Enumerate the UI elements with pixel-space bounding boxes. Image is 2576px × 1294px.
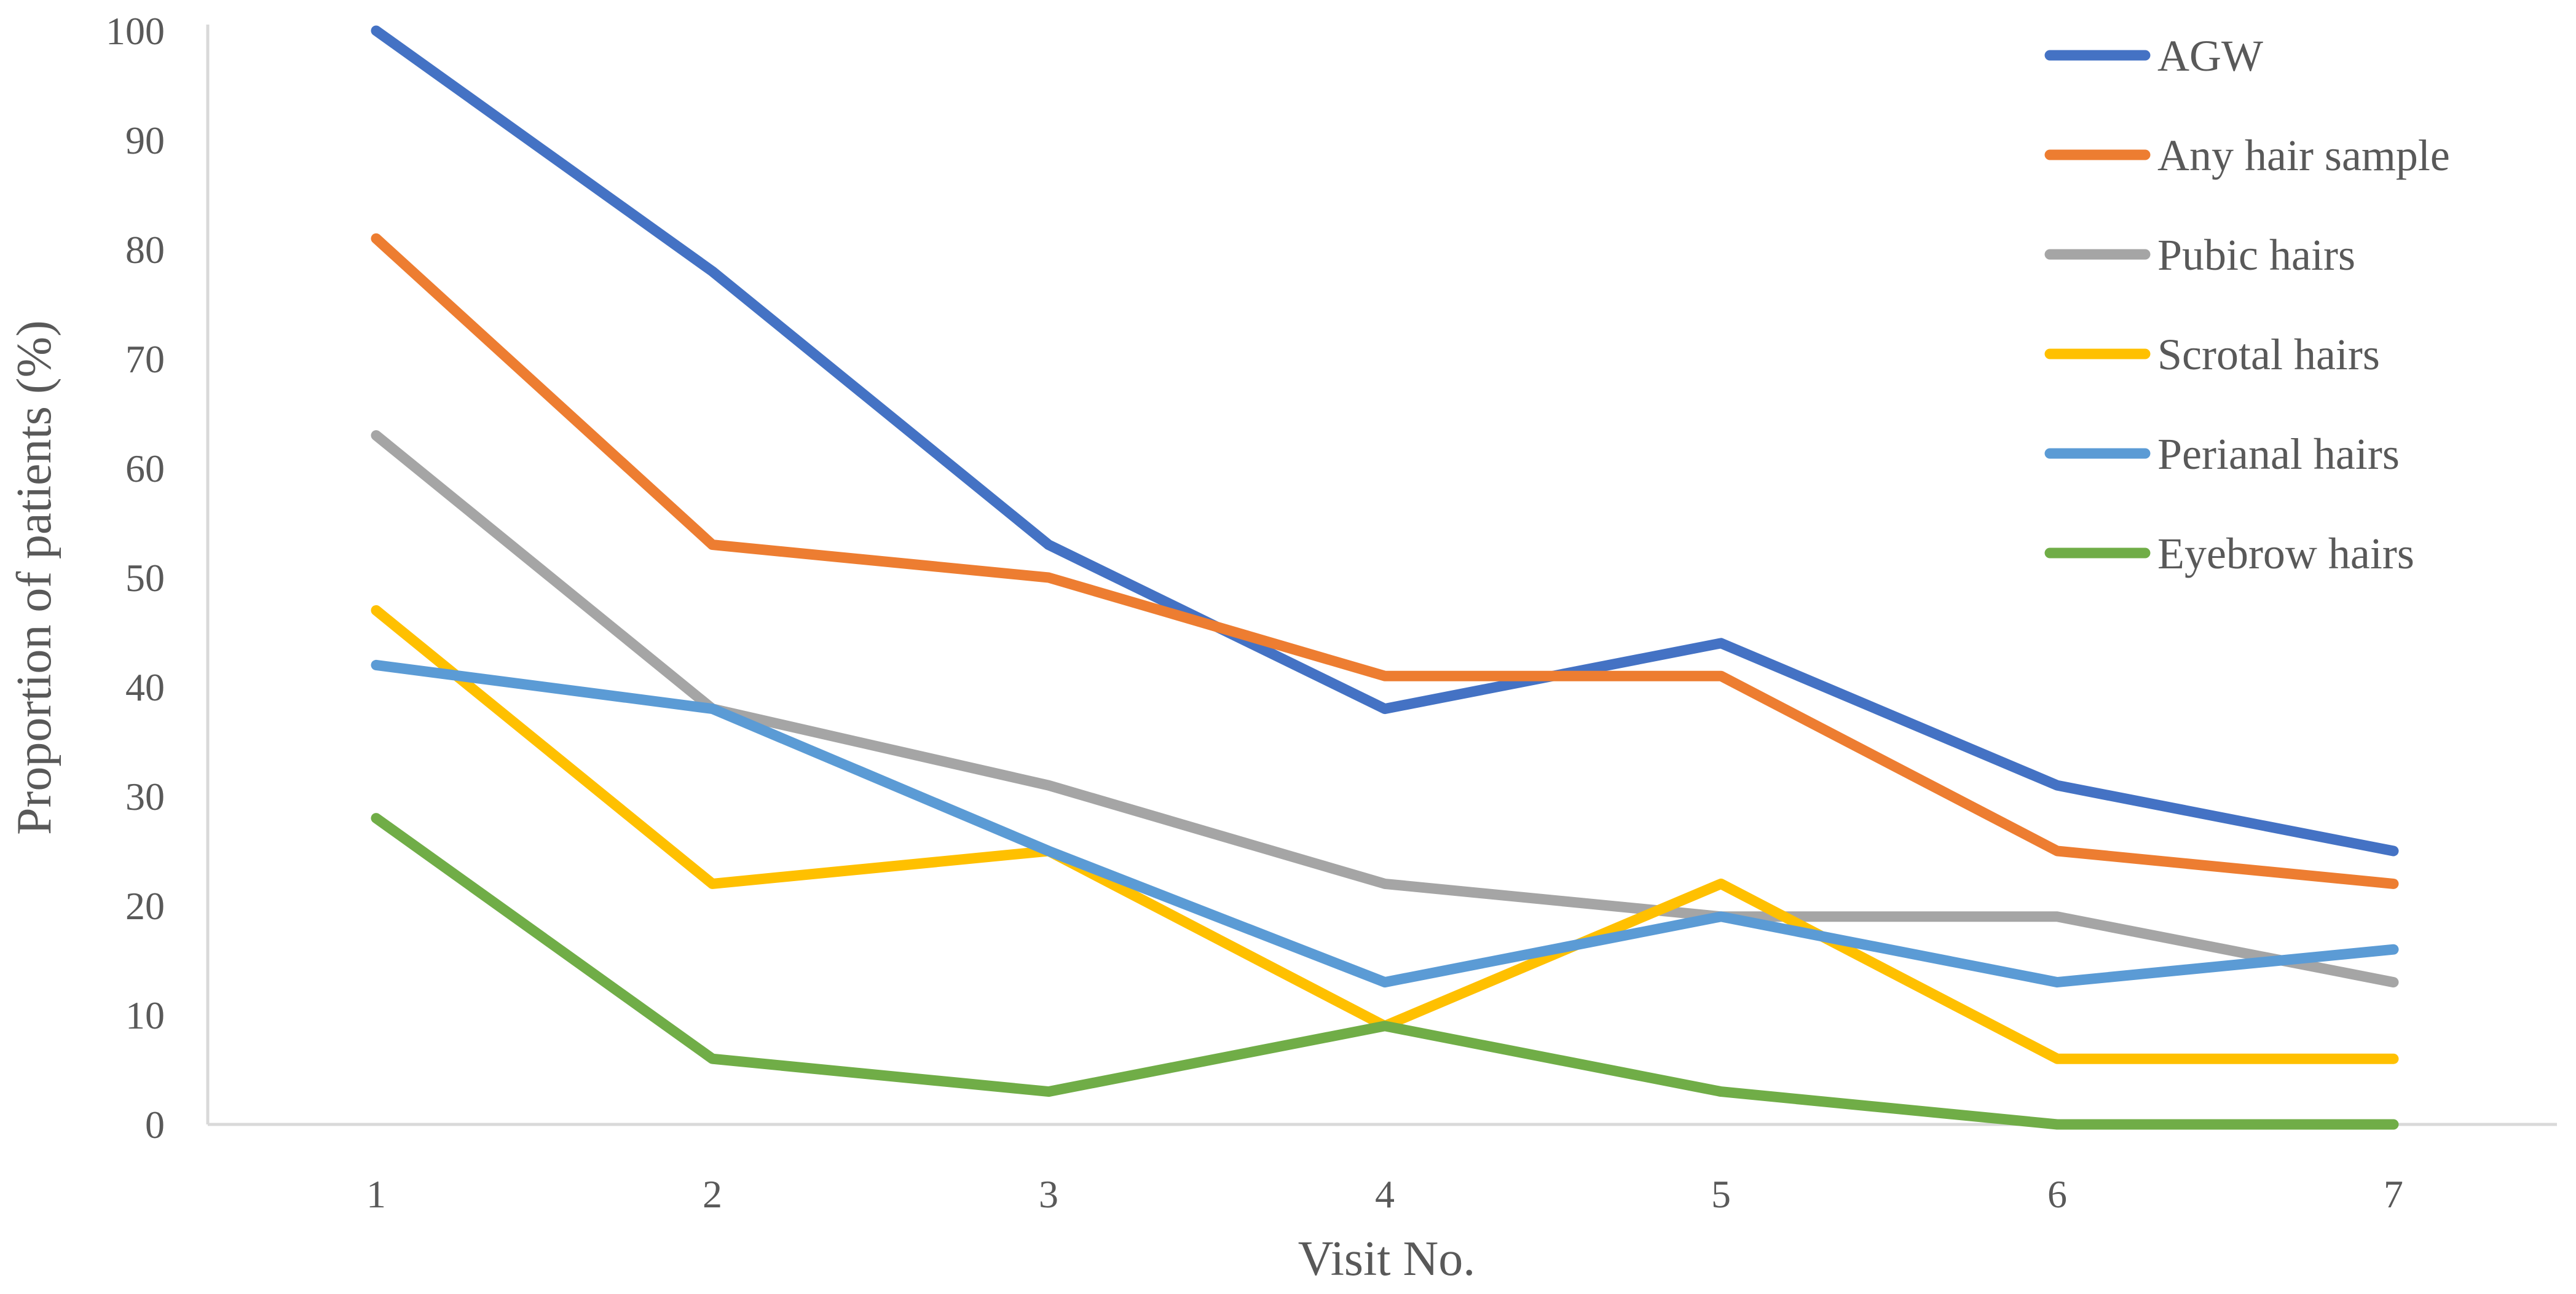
y-tick-label: 10: [125, 994, 165, 1037]
y-tick-label: 60: [125, 447, 165, 490]
series-line-4: [371, 659, 2399, 988]
series-line-5: [371, 813, 2399, 1130]
y-tick-label: 0: [145, 1103, 165, 1147]
legend-label-1: Any hair sample: [2157, 131, 2450, 180]
legend-label-4: Perianal hairs: [2157, 429, 2400, 479]
y-tick-label: 100: [106, 9, 165, 53]
y-tick-label: 20: [125, 884, 165, 928]
x-tick-label: 6: [2047, 1172, 2067, 1216]
x-tick-label: 7: [2384, 1172, 2403, 1216]
legend-label-0: AGW: [2157, 31, 2263, 80]
x-axis-title: Visit No.: [1298, 1232, 1476, 1286]
legend-label-3: Scrotal hairs: [2157, 330, 2380, 379]
y-tick-label: 90: [125, 119, 165, 162]
y-axis-title: Proportion of patients (%): [7, 320, 61, 835]
legend-label-5: Eyebrow hairs: [2157, 529, 2414, 578]
y-tick-label: 30: [125, 775, 165, 818]
series-line-1: [371, 233, 2399, 889]
y-tick-label: 80: [125, 228, 165, 272]
x-tick-label: 5: [1711, 1172, 1731, 1216]
series-lines: [371, 25, 2399, 1130]
y-axis-ticks: 0 10 20 30 40 50 60 70 80 90 100: [106, 9, 165, 1147]
legend-label-2: Pubic hairs: [2157, 230, 2355, 280]
y-tick-label: 70: [125, 337, 165, 381]
x-tick-label: 4: [1375, 1172, 1395, 1216]
x-tick-label: 3: [1039, 1172, 1058, 1216]
legend: AGW Any hair sample Pubic hairs Scrotal hai…: [2044, 31, 2450, 578]
y-tick-label: 40: [125, 665, 165, 709]
x-tick-label: 2: [703, 1172, 722, 1216]
x-axis-ticks: 1 2 3 4 5 6 7: [366, 1172, 2403, 1216]
x-tick-label: 1: [366, 1172, 386, 1216]
y-tick-label: 50: [125, 556, 165, 600]
series-line-0: [371, 25, 2399, 857]
